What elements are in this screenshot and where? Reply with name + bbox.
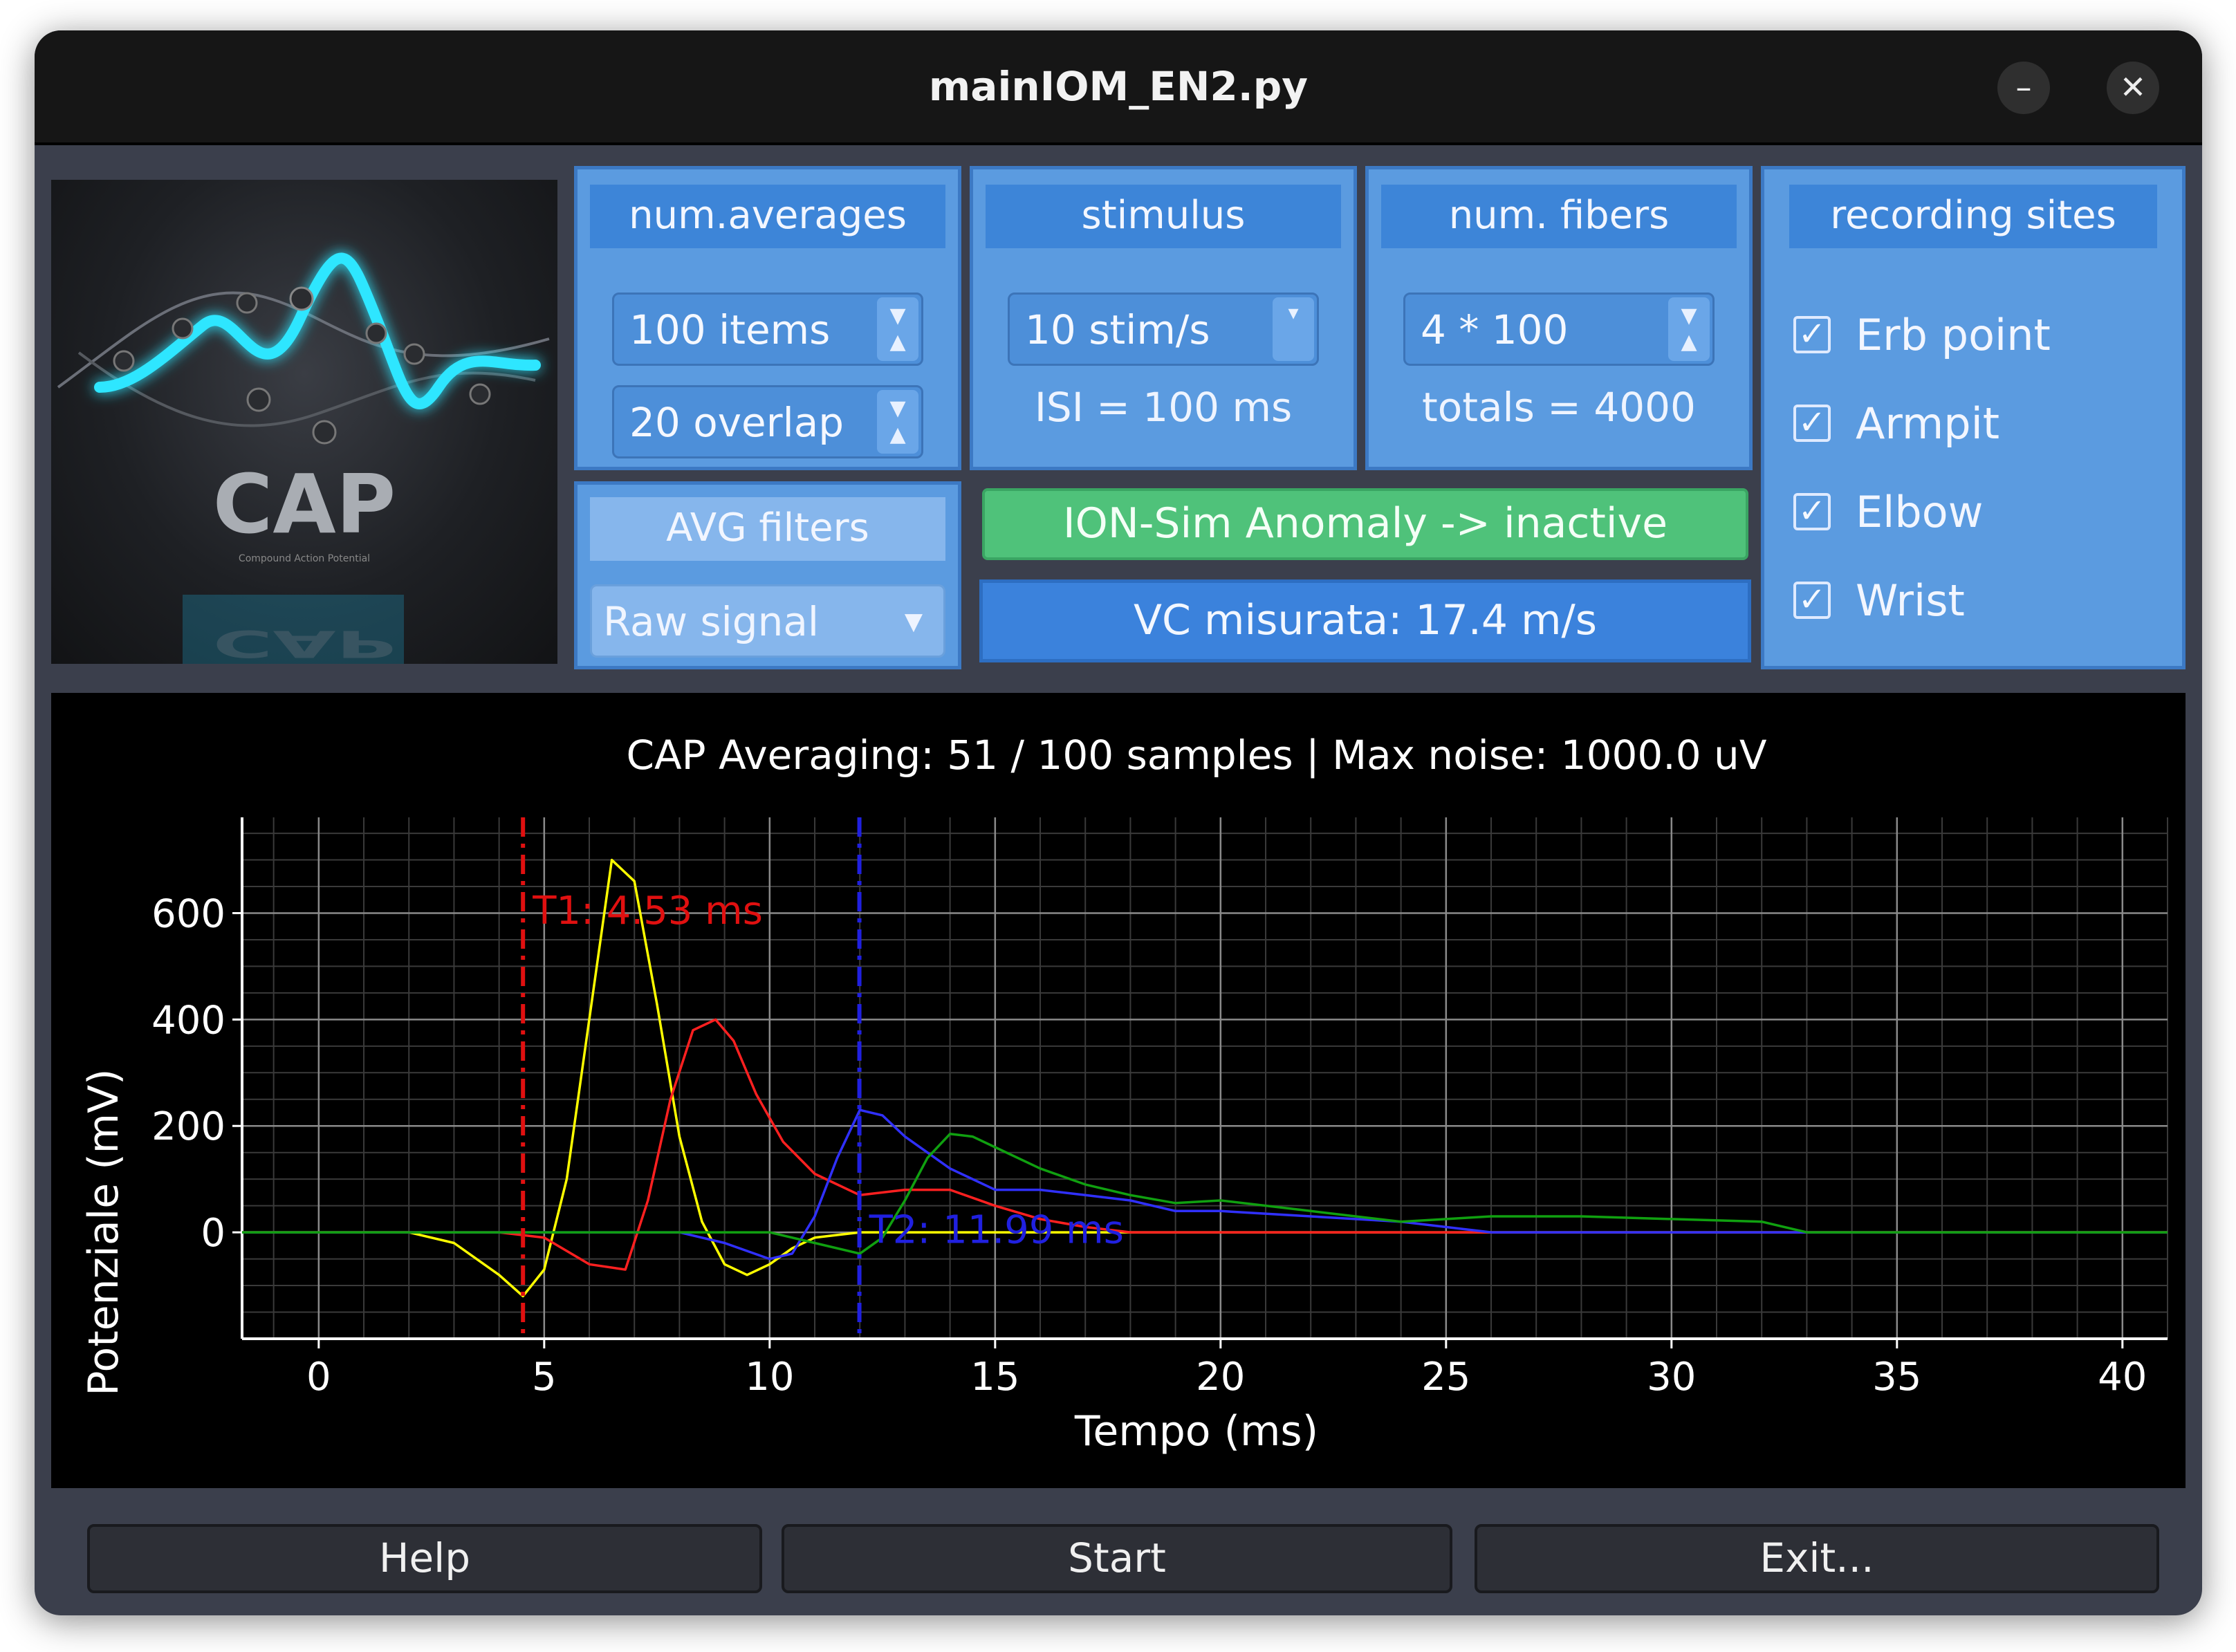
y-axis-label: Potenziale (mV) [80,1068,128,1395]
fibers-panel: num. fibers 4 * 100 ▲ ▼ totals = 4000 [1365,166,1753,470]
x-tick-label: 25 [1421,1355,1470,1400]
window-title: mainIOM_EN2.py [928,63,1309,110]
y-tick-label: 0 [201,1211,225,1256]
x-tick-label: 10 [745,1355,794,1400]
averages-panel: num.averages 100 items ▲ ▼ 20 overlap ▲ ▼ [574,166,961,470]
x-tick-label: 40 [2098,1355,2147,1400]
stimulus-panel: stimulus 10 stim/s ▾ ISI = 100 ms [970,166,1357,470]
filters-panel: AVG filters Raw signal ▼ [574,481,961,669]
series-line-3 [242,1133,2168,1255]
spin-arrows-icon[interactable]: ▲ ▼ [877,390,918,454]
waveform-logo-icon: CAP Compound Action Potential CAP [57,252,550,664]
averages-overlap-spinbox[interactable]: 20 overlap ▲ ▼ [612,385,923,458]
x-tick-label: 30 [1647,1355,1696,1400]
stimulus-header: stimulus [986,185,1341,248]
spin-arrows-icon[interactable]: ▲ ▼ [1668,297,1710,361]
chart-title: CAP Averaging: 51 / 100 samples | Max no… [626,732,1766,779]
y-tick-label: 200 [151,1104,225,1149]
averages-header: num.averages [590,185,945,248]
filters-selected: Raw signal [603,598,820,645]
marker-label-1: T1: 4.53 ms [532,889,763,934]
site-label: Elbow [1856,487,1984,537]
minimize-button[interactable]: – [1997,62,2050,114]
spin-arrows-icon[interactable]: ▲ ▼ [877,297,918,361]
recording-sites-header: recording sites [1789,185,2157,248]
y-tick-label: 400 [151,998,225,1043]
checkbox-icon[interactable]: ✓ [1793,405,1831,442]
recording-sites-panel: recording sites ✓ Erb point ✓ Armpit ✓ E… [1761,166,2186,669]
checkbox-icon[interactable]: ✓ [1793,316,1831,353]
x-tick-label: 5 [532,1355,557,1400]
series-line-1 [242,1018,2168,1271]
x-tick-label: 35 [1872,1355,1921,1400]
x-tick-label: 20 [1196,1355,1245,1400]
fibers-header: num. fibers [1381,185,1737,248]
marker-label-2: T2: 11.99 ms [869,1208,1124,1253]
chevron-down-icon[interactable]: ▾ [1273,297,1314,361]
x-tick-label: 0 [306,1355,331,1400]
cap-logo: CAP Compound Action Potential CAP [51,180,557,664]
fibers-value: 4 * 100 [1421,306,1569,353]
help-button[interactable]: Help [87,1524,762,1593]
site-label: Wrist [1856,575,1965,626]
svg-text:CAP: CAP [213,622,396,664]
anomaly-toggle-button[interactable]: ION-Sim Anomaly -> inactive [982,488,1748,560]
checkbox-icon[interactable]: ✓ [1793,582,1831,619]
close-button[interactable]: ✕ [2107,62,2159,114]
logo-subtitle: Compound Action Potential [239,553,370,564]
cap-plot[interactable]: 0 5 10 15 20 25 30 35 40 0 200 400 600 T1: 4.53 ms T2… [51,693,2186,1488]
x-tick-label: 15 [970,1355,1019,1400]
fibers-spinbox[interactable]: 4 * 100 ▲ ▼ [1403,293,1715,366]
fibers-totals-label: totals = 4000 [1422,384,1696,431]
averages-items-spinbox[interactable]: 100 items ▲ ▼ [612,293,923,366]
stimulus-rate-spinbox[interactable]: 10 stim/s ▾ [1008,293,1319,366]
stimulus-rate-value: 10 stim/s [1025,306,1210,353]
averages-overlap-value: 20 overlap [629,399,844,446]
logo-text: CAP [213,456,396,552]
site-label: Erb point [1856,310,2051,360]
filters-header: AVG filters [590,497,945,561]
app-window: mainIOM_EN2.py – ✕ [35,30,2202,1615]
series-line-2 [242,1108,2168,1261]
series-line-0 [242,858,2168,1298]
exit-button[interactable]: Exit... [1475,1524,2159,1593]
filters-dropdown[interactable]: Raw signal ▼ [590,584,945,658]
isi-label: ISI = 100 ms [1034,384,1293,431]
site-label: Armpit [1856,398,2000,449]
y-tick-label: 600 [151,891,225,936]
minimize-icon: – [2015,68,2032,106]
title-bar: mainIOM_EN2.py – ✕ [35,30,2202,145]
x-axis-label: Tempo (ms) [1074,1407,1318,1456]
chevron-down-icon[interactable]: ▼ [904,608,923,635]
averages-items-value: 100 items [629,306,831,353]
checkbox-icon[interactable]: ✓ [1793,493,1831,530]
close-icon: ✕ [2119,68,2147,106]
vc-display: VC misurata: 17.4 m/s [979,579,1751,662]
start-button[interactable]: Start [782,1524,1452,1593]
